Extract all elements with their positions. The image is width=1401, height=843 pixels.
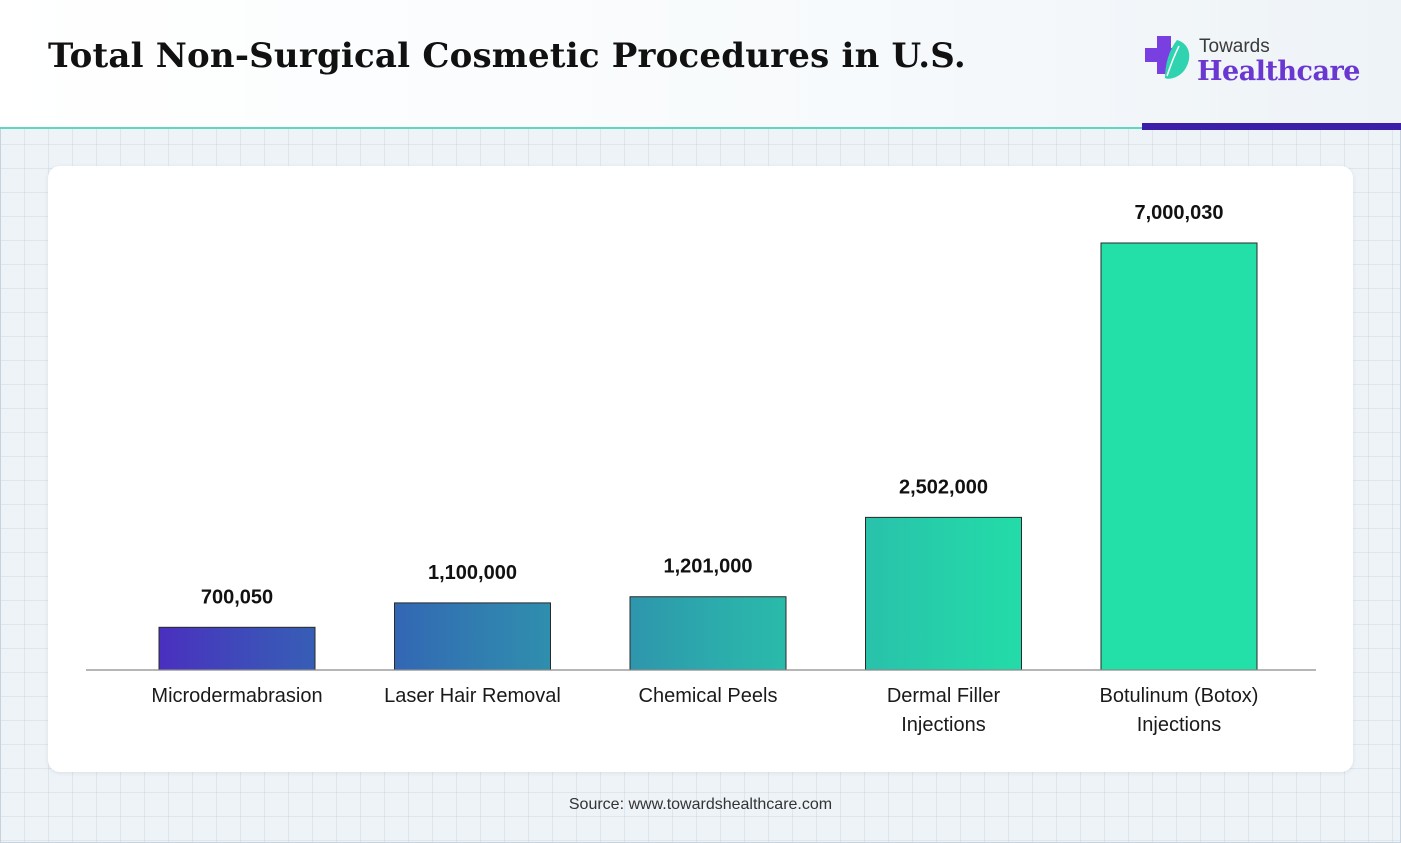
bar-value-label: 2,502,000 — [899, 476, 988, 498]
header-divider-accent — [1142, 123, 1401, 130]
bar-value-label: 7,000,030 — [1135, 202, 1224, 224]
bar — [158, 626, 316, 671]
x-tick-label: Chemical Peels — [639, 685, 778, 707]
chart-card: 700,050 Microdermabrasion 1,100,000 Laser H… — [48, 166, 1353, 772]
bar-chart: 700,050 Microdermabrasion 1,100,000 Laser H… — [86, 202, 1316, 736]
bar — [865, 516, 1022, 671]
medical-cross-leaf-icon — [1145, 36, 1190, 79]
bar — [629, 596, 787, 671]
header-divider-teal — [0, 127, 1142, 129]
bar-value-label: 700,050 — [201, 586, 273, 608]
x-tick-label: Injections — [901, 714, 986, 736]
x-tick-label: Dermal Filler — [887, 685, 1001, 707]
x-tick-label: Laser Hair Removal — [384, 685, 561, 707]
brand-logo: Towards Healthcare — [1143, 34, 1363, 94]
source-note: Source: www.towardshealthcare.com — [568, 796, 833, 813]
x-tick-label: Botulinum (Botox) — [1100, 685, 1259, 707]
bar — [394, 602, 551, 671]
x-tick-label: Injections — [1137, 714, 1222, 736]
header: Total Non-Surgical Cosmetic Procedures i… — [0, 0, 1401, 128]
x-tick-label: Microdermabrasion — [151, 685, 322, 707]
logo-text-towards: Towards — [1199, 36, 1270, 57]
bar — [1100, 242, 1258, 671]
logo-text-healthcare: Healthcare — [1197, 56, 1360, 87]
page-title: Total Non-Surgical Cosmetic Procedures i… — [48, 36, 966, 76]
bar-value-label: 1,100,000 — [428, 562, 517, 584]
bar-value-label: 1,201,000 — [664, 556, 753, 578]
